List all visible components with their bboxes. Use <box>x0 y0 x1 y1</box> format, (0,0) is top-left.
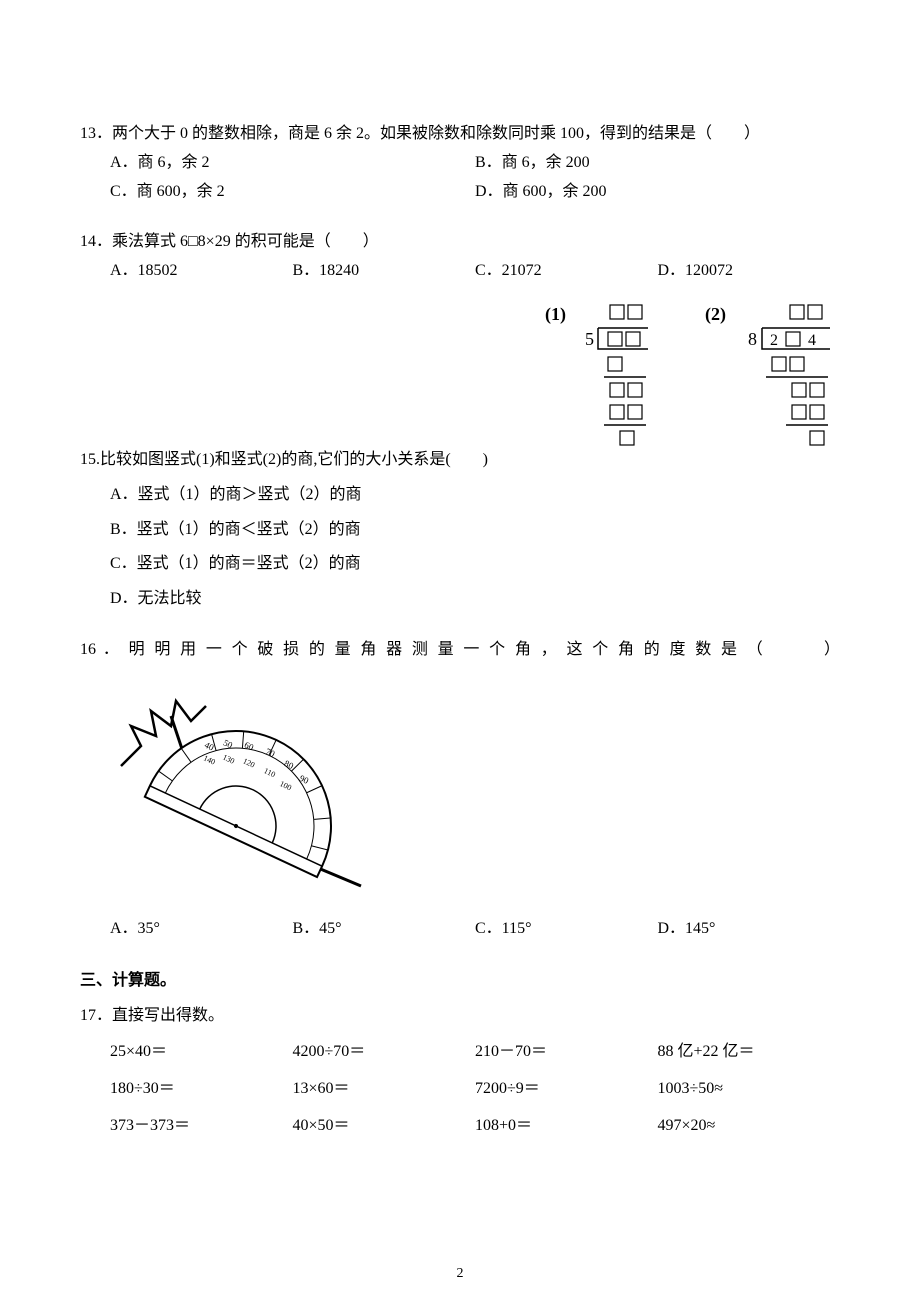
q17-r2c1: 40×50＝ <box>293 1112 476 1141</box>
q17-r0c1: 4200÷70＝ <box>293 1038 476 1067</box>
q13-option-a: A．商 6，余 2 <box>110 149 475 178</box>
q17-r1c2: 7200÷9＝ <box>475 1075 658 1104</box>
fig-label-2: (2) <box>705 304 726 325</box>
q14-option-c: C．21072 <box>475 257 658 286</box>
fig-dividend2-suffix: 4 <box>808 332 816 349</box>
q14-option-d: D．120072 <box>658 257 841 286</box>
fig-divisor-2: 8 <box>748 329 757 349</box>
q16-stem: 16 ． 明 明 用 一 个 破 损 的 量 角 器 测 量 一 个 角 ， 这… <box>80 636 840 665</box>
q17-r1c0: 180÷30＝ <box>110 1075 293 1104</box>
q15-figure: (1) 5 (2) 8 2 4 <box>530 295 840 465</box>
fig-divisor-1: 5 <box>585 329 594 349</box>
q13-option-b: B．商 6，余 200 <box>475 149 840 178</box>
page-number: 2 <box>0 1266 920 1282</box>
fig-dividend2-prefix: 2 <box>770 332 778 349</box>
q17-r0c3: 88 亿+22 亿＝ <box>658 1038 841 1067</box>
question-14: 14．乘法算式 6□8×29 的积可能是（ ） A．18502 B．18240 … <box>80 228 840 286</box>
section-3-title: 三、计算题。 <box>80 966 840 990</box>
q17-stem: 17．直接写出得数。 <box>80 1002 840 1031</box>
question-13: 13．两个大于 0 的整数相除，商是 6 余 2。如果被除数和除数同时乘 100… <box>80 120 840 206</box>
q16-option-a: A．35° <box>110 915 293 944</box>
q17-r0c0: 25×40＝ <box>110 1038 293 1067</box>
question-15: 15.比较如图竖式(1)和竖式(2)的商,它们的大小关系是( ) A．竖式（1）… <box>80 446 840 614</box>
q16-option-b: B．45° <box>293 915 476 944</box>
q13-option-d: D．商 600，余 200 <box>475 178 840 207</box>
q14-option-a: A．18502 <box>110 257 293 286</box>
q14-stem: 14．乘法算式 6□8×29 的积可能是（ ） <box>80 228 840 257</box>
q17-r2c3: 497×20≈ <box>658 1112 841 1141</box>
q15-option-c: C．竖式（1）的商＝竖式（2）的商 <box>110 550 840 579</box>
protractor-figure: 40 50 60 70 80 90 140 130 120 110 100 <box>110 675 370 905</box>
q13-option-c: C．商 600，余 2 <box>110 178 475 207</box>
q16-option-c: C．115° <box>475 915 658 944</box>
q17-r0c2: 210－70＝ <box>475 1038 658 1067</box>
q17-r1c1: 13×60＝ <box>293 1075 476 1104</box>
q15-option-a: A．竖式（1）的商＞竖式（2）的商 <box>110 481 840 510</box>
q15-option-d: D．无法比较 <box>110 585 840 614</box>
question-17: 17．直接写出得数。 25×40＝ 4200÷70＝ 210－70＝ 88 亿+… <box>80 1002 840 1141</box>
question-16: 16 ． 明 明 用 一 个 破 损 的 量 角 器 测 量 一 个 角 ， 这… <box>80 636 840 944</box>
q13-stem: 13．两个大于 0 的整数相除，商是 6 余 2。如果被除数和除数同时乘 100… <box>80 120 840 149</box>
q15-option-b: B．竖式（1）的商＜竖式（2）的商 <box>110 516 840 545</box>
q14-option-b: B．18240 <box>293 257 476 286</box>
q17-r1c3: 1003÷50≈ <box>658 1075 841 1104</box>
q17-r2c0: 373－373＝ <box>110 1112 293 1141</box>
q17-r2c2: 108+0＝ <box>475 1112 658 1141</box>
fig-label-1: (1) <box>545 304 566 325</box>
q16-option-d: D．145° <box>658 915 841 944</box>
